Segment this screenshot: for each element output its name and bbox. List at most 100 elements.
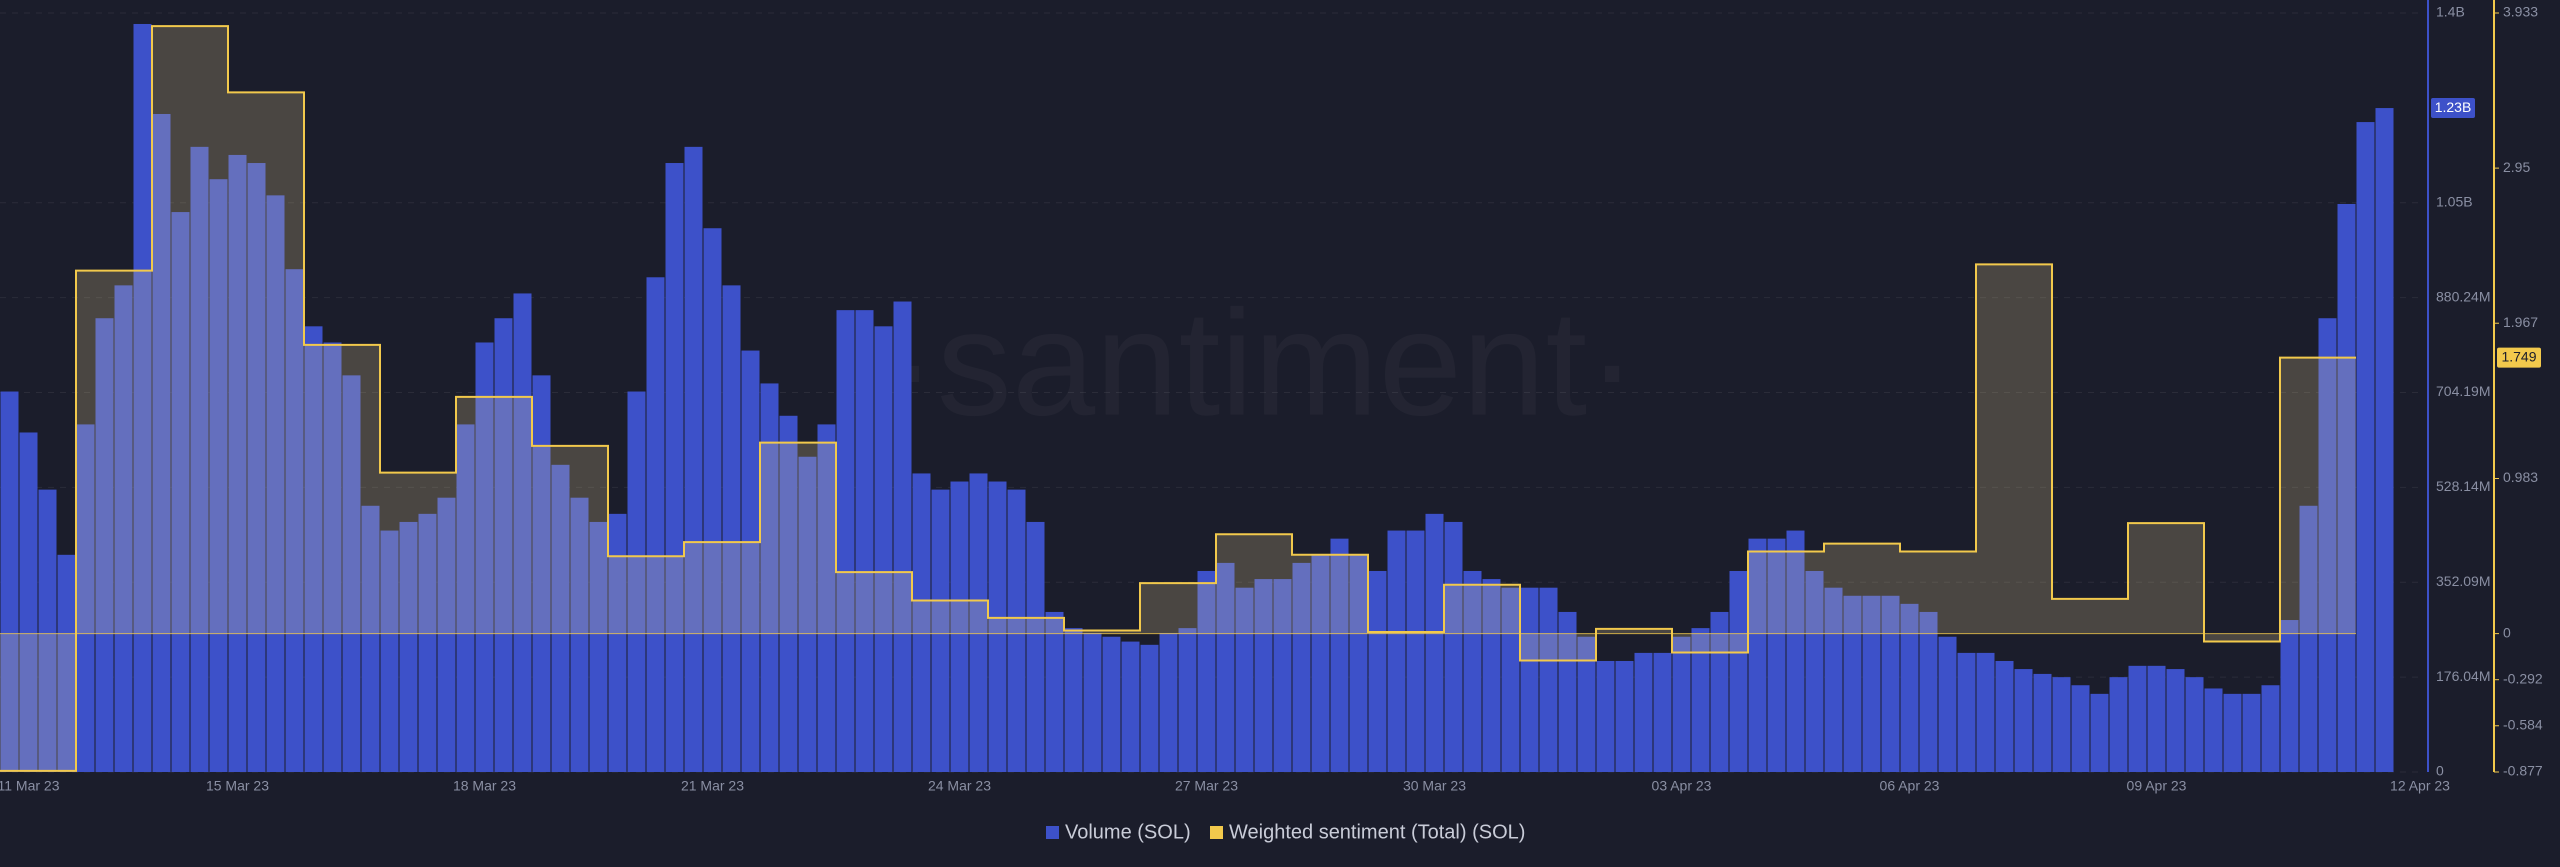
volume-bar — [1881, 595, 1900, 772]
volume-bar — [1995, 660, 2014, 772]
sentiment-area — [209, 26, 228, 634]
volume-bar — [323, 342, 342, 772]
sentiment-area — [133, 270, 152, 634]
volume-bar — [1444, 521, 1463, 772]
sentiment-area — [2299, 357, 2318, 634]
sentiment-area — [2166, 523, 2185, 634]
y2-tick-label: 1.967 — [2503, 314, 2538, 330]
volume-bar — [1197, 570, 1216, 772]
volume-bar — [1615, 660, 1634, 772]
sentiment-area — [1824, 543, 1843, 634]
sentiment-area — [2033, 264, 2052, 634]
sentiment-area — [2052, 598, 2071, 634]
volume-bar — [1843, 595, 1862, 772]
volume-bar — [1957, 652, 1976, 772]
volume-bar — [437, 497, 456, 772]
sentiment-area — [2128, 523, 2147, 634]
sentiment-current-label: 1.749 — [2501, 348, 2536, 364]
volume-bar — [665, 163, 684, 773]
sentiment-area — [665, 556, 684, 634]
sentiment-area — [1539, 633, 1558, 661]
sentiment-area — [475, 396, 494, 634]
sentiment-area — [1843, 543, 1862, 634]
sentiment-area — [1577, 633, 1596, 661]
volume-bar — [1976, 652, 1995, 772]
sentiment-area — [722, 542, 741, 634]
x-tick-label: 09 Apr 23 — [2127, 778, 2187, 794]
volume-bar — [1083, 632, 1102, 772]
volume-bar — [1311, 554, 1330, 772]
sentiment-area — [1330, 554, 1349, 634]
volume-bar — [1767, 538, 1786, 772]
volume-bar — [1045, 611, 1064, 772]
volume-bar — [1805, 570, 1824, 772]
sentiment-area — [589, 445, 608, 634]
sentiment-area — [2242, 633, 2261, 642]
volume-bar — [1159, 632, 1178, 772]
sentiment-area — [950, 600, 969, 634]
sentiment-area — [874, 572, 893, 634]
volume-bar — [2204, 688, 2223, 772]
sentiment-area — [703, 542, 722, 634]
sentiment-area — [1311, 554, 1330, 634]
volume-bar — [57, 554, 76, 772]
sentiment-area — [1634, 628, 1653, 634]
sentiment-area — [342, 344, 361, 634]
x-tick-label: 03 Apr 23 — [1652, 778, 1712, 794]
volume-bar — [1273, 579, 1292, 772]
sentiment-line — [0, 25, 2356, 772]
volume-bar — [2033, 673, 2052, 772]
volume-bar — [874, 326, 893, 772]
volume-bar — [456, 424, 475, 772]
volume-bar — [2356, 122, 2375, 772]
sentiment-area — [2090, 598, 2109, 634]
volume-bar — [1672, 636, 1691, 772]
volume-bar — [2223, 693, 2242, 772]
sentiment-area — [323, 344, 342, 634]
volume-bar — [190, 146, 209, 773]
x-tick-label: 18 Mar 23 — [453, 778, 516, 794]
x-tick-label: 12 Apr 23 — [2390, 778, 2450, 794]
volume-bar — [1102, 636, 1121, 772]
sentiment-area — [266, 92, 285, 634]
y-tick-label: 1.4B — [2436, 4, 2465, 20]
volume-bar — [152, 113, 171, 772]
sentiment-area — [779, 442, 798, 634]
sentiment-area — [1026, 617, 1045, 634]
sentiment-area — [19, 633, 38, 771]
legend-item[interactable]: Volume (SOL) — [1046, 821, 1191, 843]
sentiment-area — [1444, 584, 1463, 634]
sentiment-area — [437, 472, 456, 634]
volume-bar — [931, 489, 950, 772]
volume-bar — [114, 285, 133, 772]
volume-bar — [361, 505, 380, 772]
volume-bar — [2090, 693, 2109, 772]
sentiment-area — [1729, 633, 1748, 653]
sentiment-area — [551, 445, 570, 634]
sentiment-area — [456, 396, 475, 634]
sentiment-area — [1140, 583, 1159, 634]
volume-bar — [817, 424, 836, 772]
sentiment-area — [304, 344, 323, 634]
volume-bar — [1482, 579, 1501, 772]
volume-bar — [2185, 677, 2204, 772]
sentiment-area — [2147, 523, 2166, 634]
sentiment-area — [76, 270, 95, 634]
sentiment-area — [1938, 551, 1957, 634]
sentiment-area — [361, 344, 380, 634]
sentiment-area — [1235, 534, 1254, 634]
volume-bar — [418, 513, 437, 772]
volume-bar — [1691, 628, 1710, 772]
sentiment-area — [627, 556, 646, 634]
sentiment-area — [1254, 534, 1273, 634]
legend-item[interactable]: Weighted sentiment (Total) (SOL) — [1210, 821, 1525, 843]
volume-bar — [2261, 685, 2280, 772]
volume-bar — [95, 318, 114, 772]
volume-bar — [2242, 693, 2261, 772]
volume-bar — [1406, 530, 1425, 772]
sentiment-area — [152, 26, 171, 634]
volume-bar — [1634, 652, 1653, 772]
sentiment-area — [760, 442, 779, 634]
x-tick-label: 15 Mar 23 — [206, 778, 269, 794]
volume-bar — [1729, 570, 1748, 772]
